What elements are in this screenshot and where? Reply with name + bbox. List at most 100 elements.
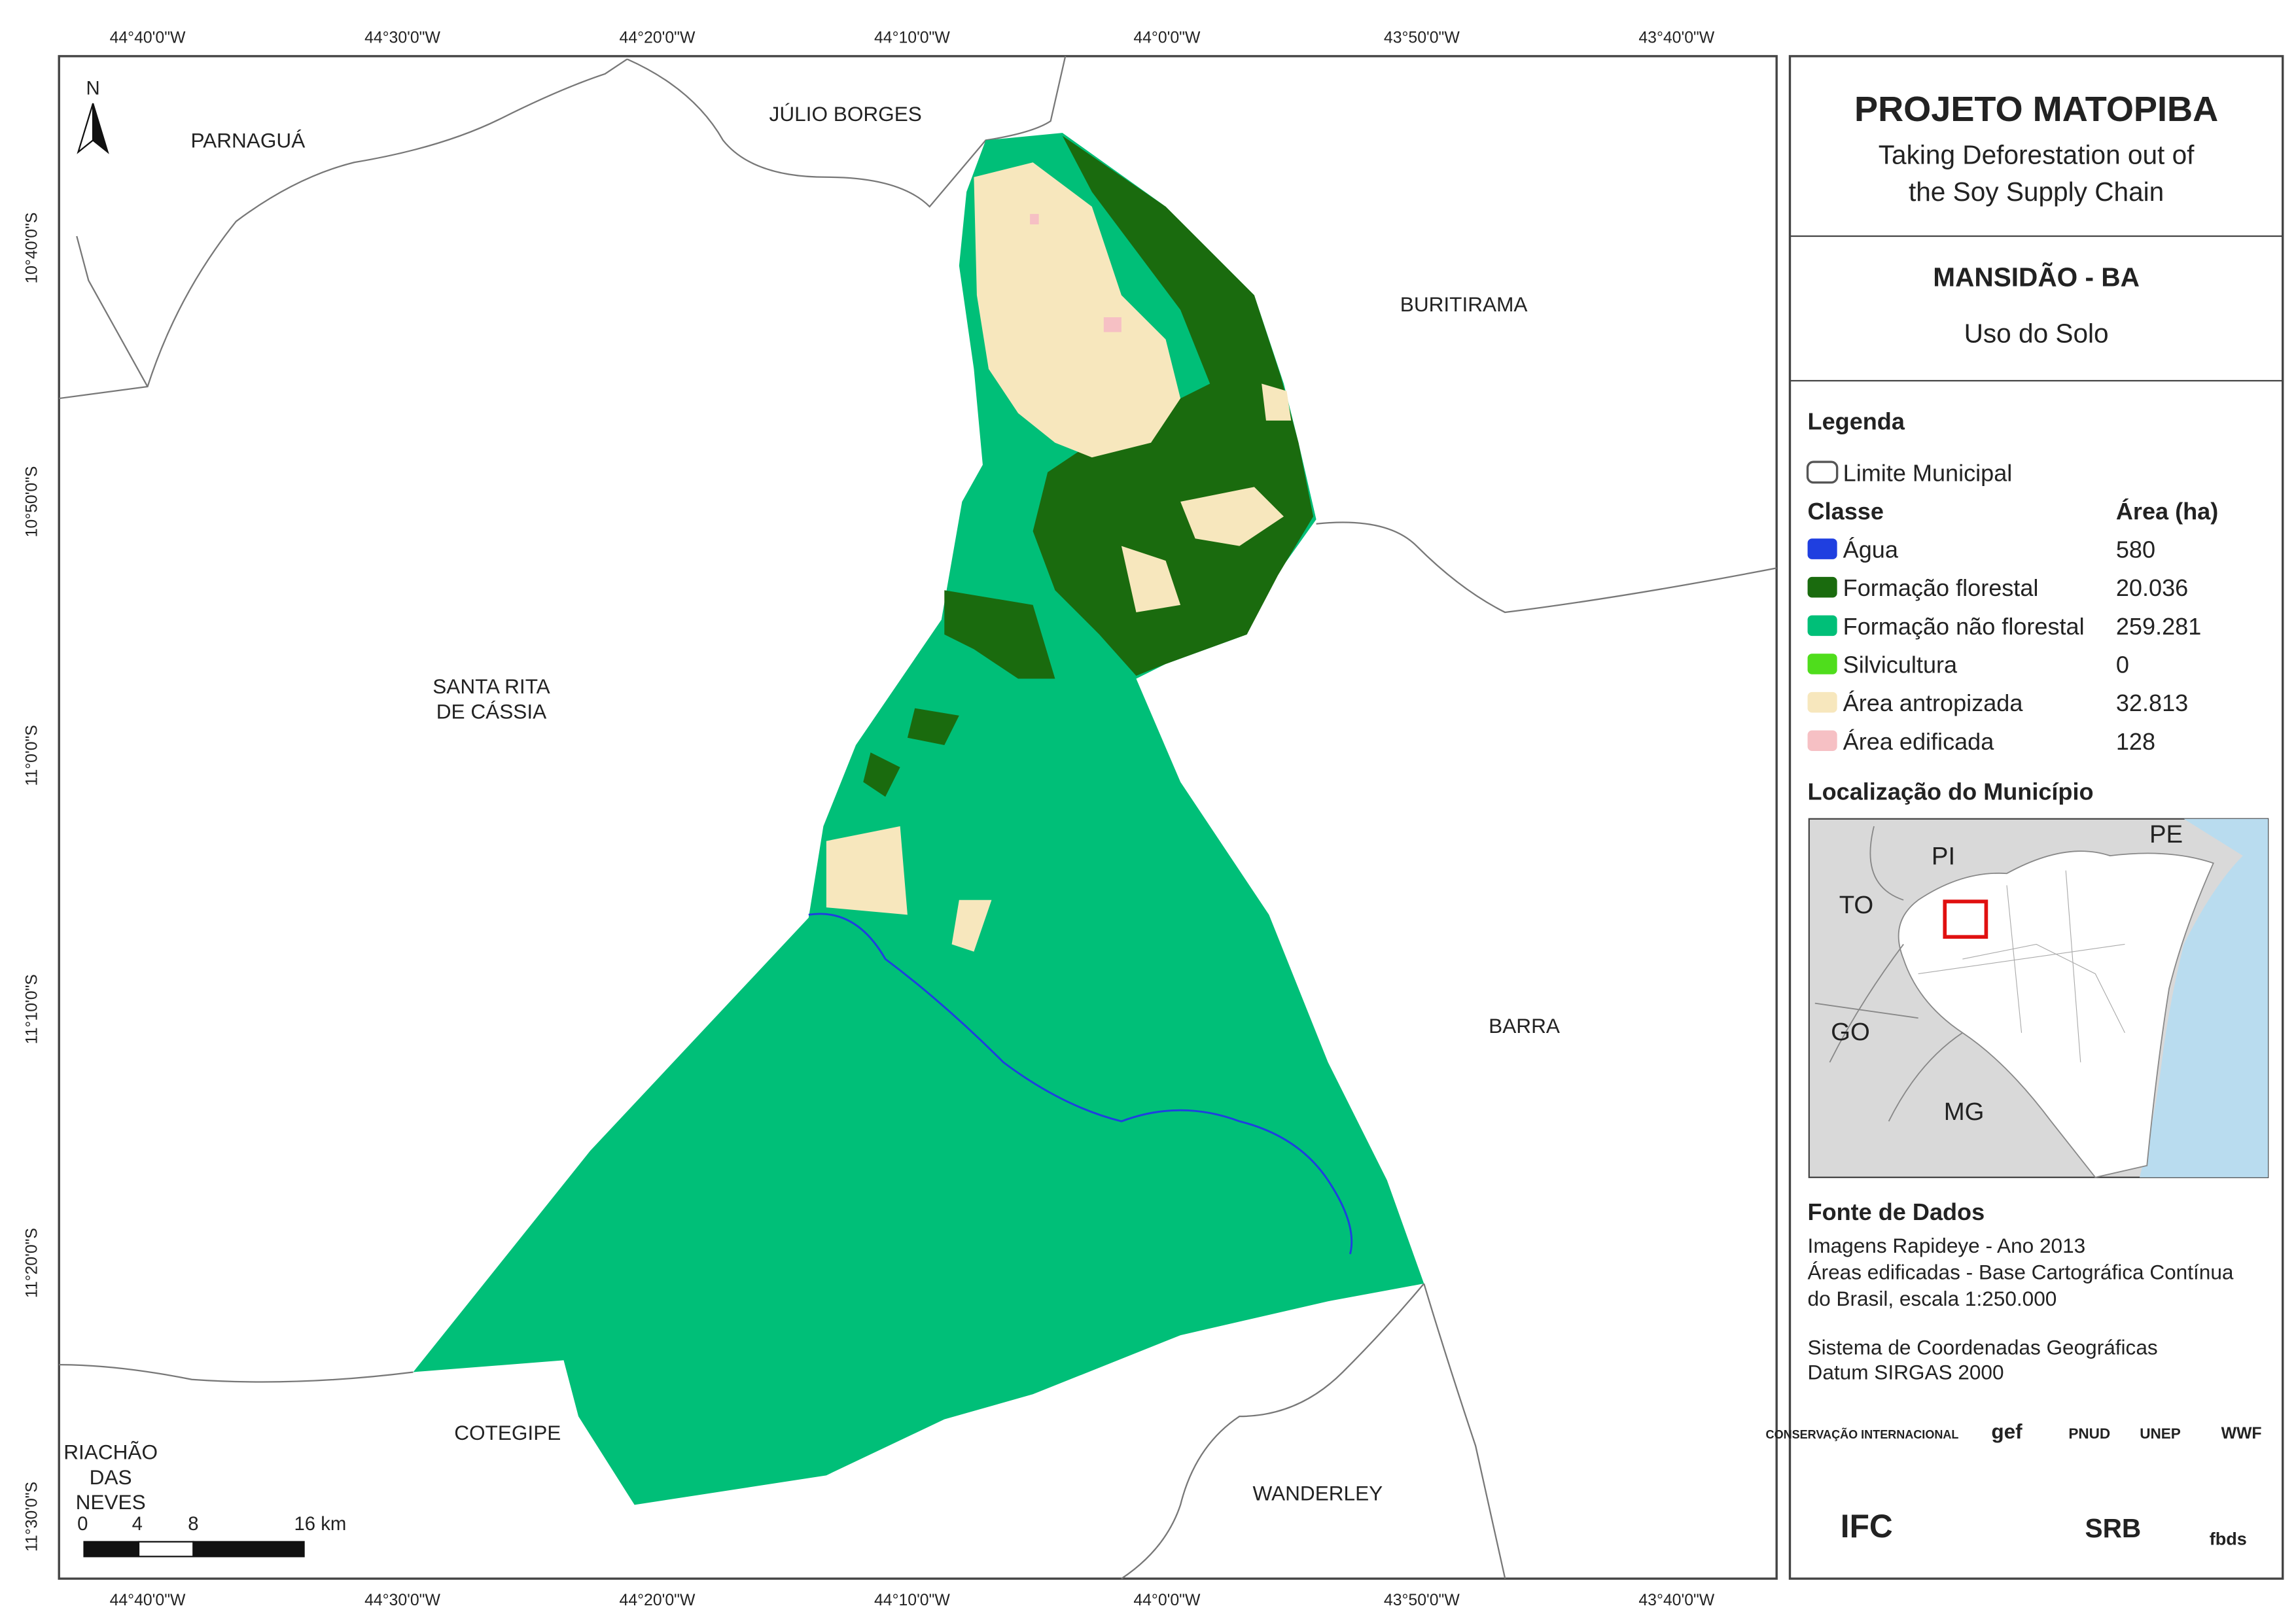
class-swatch	[1807, 691, 1837, 713]
class-swatch	[1807, 654, 1837, 674]
scale-bar	[83, 1541, 305, 1558]
latitude-label: 11°30'0"S	[23, 1482, 41, 1552]
logo: gef	[1991, 1420, 2022, 1443]
water	[808, 913, 1353, 1255]
source-line: Áreas edificadas - Base Cartográfica Con…	[1808, 1260, 2234, 1283]
latitude-label: 10°40'0"S	[23, 213, 41, 284]
logo: PNUD	[2068, 1425, 2110, 1442]
scale-label: 16 km	[294, 1513, 346, 1535]
boundary	[626, 56, 1067, 208]
longitude-label: 43°40'0"W	[1638, 1592, 1714, 1609]
state-label: GO	[1831, 1018, 1870, 1046]
boundary	[59, 58, 628, 400]
latitude-label: 10°50'0"S	[23, 466, 41, 537]
north-arrow	[77, 103, 109, 154]
place-name: COTEGIPE	[454, 1421, 561, 1444]
state-label: PI	[1932, 843, 1955, 871]
boundary	[1423, 1283, 1506, 1579]
scale-label: 4	[132, 1513, 143, 1535]
land-use	[413, 133, 1424, 1505]
place-name: BARRA	[1489, 1014, 1560, 1038]
place-name: PARNAGUÁ	[190, 129, 305, 152]
source-line: do Brasil, escala 1:250.000	[1808, 1287, 2057, 1310]
longitude-label: 44°30'0"W	[364, 1592, 440, 1609]
longitude-label: 43°50'0"W	[1384, 29, 1460, 47]
class-area: 20.036	[2116, 574, 2188, 601]
class-header: Classe	[1808, 498, 1884, 525]
class-swatch	[1807, 538, 1837, 559]
class-name: Área edificada	[1843, 728, 1995, 755]
scale-label: 8	[188, 1513, 198, 1535]
longitude-label: 44°40'0"W	[110, 29, 186, 47]
class-area: 0	[2116, 652, 2129, 678]
longitude-label: 44°40'0"W	[110, 1592, 186, 1609]
subtitle: Taking Deforestation out of	[1879, 139, 2195, 169]
logo: WWF	[2221, 1425, 2262, 1442]
class-area: 32.813	[2116, 689, 2188, 716]
built-area	[1030, 214, 1122, 332]
class-name: Água	[1843, 536, 1899, 563]
logo: CONSERVAÇÃO INTERNACIONAL	[1766, 1427, 1959, 1441]
place-name: NEVES	[76, 1490, 146, 1514]
class-name: Silvicultura	[1843, 652, 1958, 678]
longitude-label: 43°40'0"W	[1638, 29, 1714, 47]
sources-title: Fonte de Dados	[1808, 1198, 1985, 1225]
latitude-label: 11°20'0"S	[23, 1228, 41, 1298]
ocean	[2139, 818, 2269, 1178]
class-area: 259.281	[2116, 613, 2201, 640]
place-name: BURITIRAMA	[1400, 292, 1528, 316]
north-arrow-half	[92, 103, 109, 154]
class-name: Formação não florestal	[1843, 613, 2085, 640]
boundary	[1121, 1283, 1425, 1580]
area-header: Área (ha)	[2116, 498, 2218, 525]
longitude-label: 44°0'0"W	[1133, 1592, 1201, 1609]
place-name: SANTA RITA	[433, 674, 550, 698]
side-panel	[1788, 55, 2284, 1580]
class-name: Formação florestal	[1843, 574, 2039, 601]
longitude-label: 44°20'0"W	[620, 1592, 696, 1609]
logo: IFC	[1841, 1508, 1893, 1544]
legend-boundary: Limite Municipal	[1843, 459, 2013, 486]
boundary	[76, 236, 149, 387]
place-name: DE CÁSSIA	[436, 699, 546, 723]
longitude-label: 44°30'0"W	[364, 29, 440, 47]
longitude-label: 43°50'0"W	[1384, 1592, 1460, 1609]
subtitle: the Soy Supply Chain	[1909, 177, 2164, 207]
labels: 44°40'0"W 44°40'0"W 44°30'0"W 44°30'0"W 44°2…	[23, 29, 2261, 1609]
longitude-label: 44°0'0"W	[1133, 29, 1201, 47]
place-name: WANDERLEY	[1252, 1482, 1383, 1505]
state-label: TO	[1839, 891, 1874, 919]
bahia	[1898, 850, 2214, 1178]
theme: Uso do Solo	[1964, 318, 2109, 348]
north-label: N	[86, 78, 99, 99]
class-area: 580	[2116, 536, 2155, 563]
scale-segment	[192, 1541, 305, 1558]
scale-segment	[137, 1541, 194, 1558]
logo: UNEP	[2140, 1425, 2181, 1442]
state-label: MG	[1944, 1098, 1985, 1126]
class-swatch	[1807, 576, 1837, 598]
municipal-boundaries	[59, 56, 1777, 1580]
scale-segment	[83, 1541, 140, 1558]
boundary	[1316, 521, 1777, 614]
class-area: 128	[2116, 728, 2155, 755]
logo: SRB	[2085, 1513, 2142, 1543]
inset-boundaries	[1814, 826, 1963, 1122]
source-line: Sistema de Coordenadas Geográficas	[1808, 1335, 2158, 1359]
state-label: PE	[2149, 820, 2183, 848]
location-marker	[1943, 899, 1988, 939]
scale-label: 0	[77, 1513, 88, 1535]
inset-boundaries	[1918, 870, 2125, 1062]
longitude-label: 44°10'0"W	[874, 29, 950, 47]
boundary-swatch	[1806, 461, 1839, 484]
place-name: JÚLIO BORGES	[769, 102, 922, 126]
latitude-label: 11°0'0"S	[23, 725, 41, 786]
longitude-label: 44°10'0"W	[874, 1592, 950, 1609]
logo: fbds	[2210, 1529, 2247, 1548]
location-title: Localização do Município	[1808, 778, 2094, 805]
class-swatch	[1807, 730, 1837, 752]
longitude-label: 44°20'0"W	[620, 29, 696, 47]
source-line: Datum SIRGAS 2000	[1808, 1361, 2004, 1384]
